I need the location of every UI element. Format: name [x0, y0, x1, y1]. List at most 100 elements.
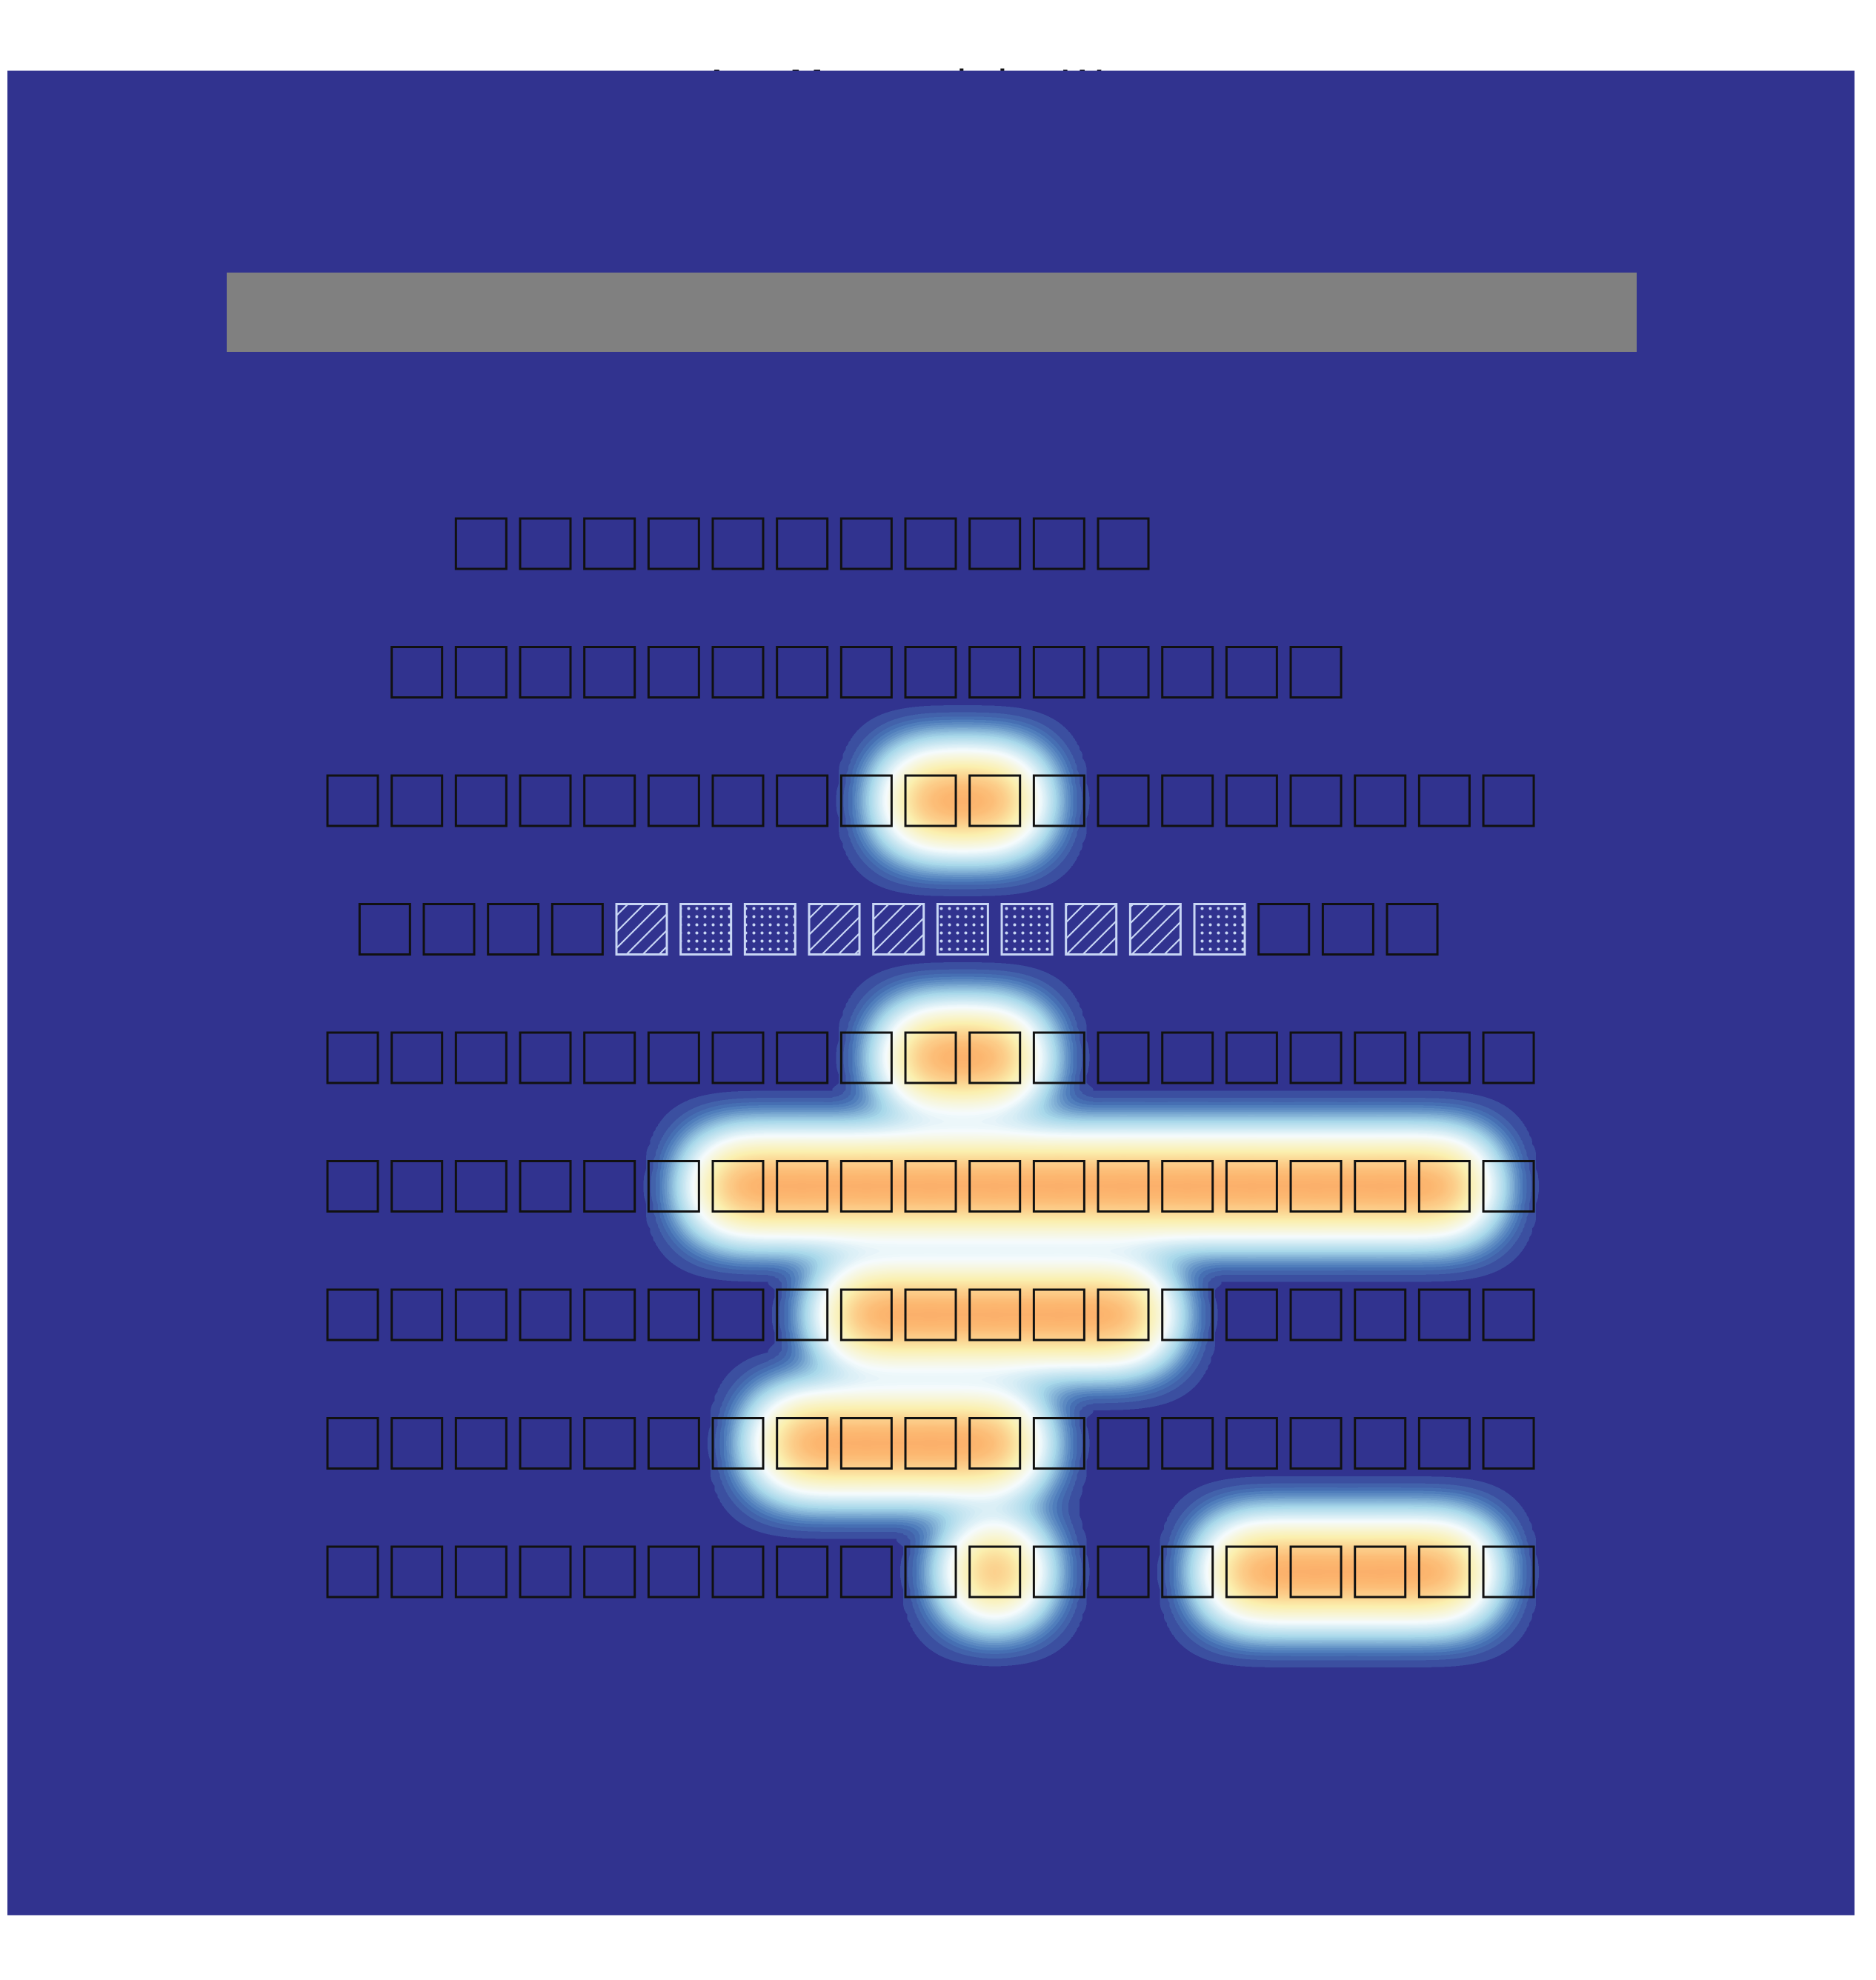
seat: [1417, 1417, 1471, 1470]
seat: [1289, 646, 1343, 699]
seat: [1225, 646, 1278, 699]
seat-hatched: [1065, 903, 1118, 956]
seat-occupied: [1161, 1160, 1214, 1213]
seat: [583, 646, 636, 699]
seat: [1161, 1031, 1214, 1084]
seat: [1097, 646, 1150, 699]
seat: [1354, 1288, 1407, 1341]
seat: [1032, 517, 1085, 570]
seat: [358, 903, 411, 956]
seat: [776, 646, 829, 699]
heat-blob: [1029, 1285, 1089, 1344]
heat-blob: [1222, 1542, 1282, 1601]
seat-occupied: [839, 1417, 893, 1470]
heat-blob: [836, 1156, 897, 1216]
seat: [454, 774, 508, 827]
seat: [390, 1031, 444, 1084]
seat: [839, 1545, 893, 1599]
seat: [711, 1417, 765, 1470]
seat: [1032, 1545, 1085, 1599]
seat: [390, 1160, 444, 1213]
seat: [583, 1417, 636, 1470]
seat: [839, 774, 893, 827]
seat-hatched: [1128, 903, 1182, 956]
seat: [647, 774, 700, 827]
seat-occupied: [904, 1031, 957, 1084]
seat: [647, 1545, 700, 1599]
heat-blob: [901, 1413, 961, 1473]
seat-occupied: [904, 774, 957, 827]
seat-occupied: [1289, 1160, 1343, 1213]
seat: [1354, 1417, 1407, 1470]
seat-occupied: [904, 1160, 957, 1213]
seat: [1161, 1417, 1214, 1470]
seat-occupied: [1097, 1160, 1150, 1213]
heat-blob: [1157, 1156, 1217, 1216]
seat: [326, 1545, 379, 1599]
seat-hatched: [872, 903, 925, 956]
seat: [519, 1288, 572, 1341]
seat: [1032, 646, 1085, 699]
seat: [1225, 1031, 1278, 1084]
seat: [711, 1288, 765, 1341]
seats-layer: [326, 517, 1535, 1599]
seat: [839, 646, 893, 699]
heat-blob: [1029, 1156, 1089, 1216]
seat: [1032, 774, 1085, 827]
heat-blob: [965, 1285, 1025, 1344]
seat: [647, 1288, 700, 1341]
heat-blob: [836, 1285, 897, 1344]
seat: [1386, 903, 1439, 956]
seat: [583, 1545, 636, 1599]
seat: [1482, 1288, 1535, 1341]
heat-blob: [965, 1413, 1025, 1473]
seat: [583, 1160, 636, 1213]
seat: [904, 1545, 957, 1599]
seat-occupied: [1097, 1288, 1150, 1341]
seat: [1097, 1031, 1150, 1084]
seat: [1321, 903, 1374, 956]
seat: [1257, 903, 1311, 956]
seat: [968, 646, 1022, 699]
seat: [583, 517, 636, 570]
seat: [776, 1288, 829, 1341]
seat-hatched: [615, 903, 668, 956]
seat-dotted: [1193, 903, 1246, 956]
seat-hatched: [808, 903, 861, 956]
seat: [647, 1160, 700, 1213]
seat: [519, 774, 572, 827]
heat-blob: [965, 1542, 1025, 1601]
seat-occupied: [968, 774, 1022, 827]
seat: [1225, 1288, 1278, 1341]
seat-occupied: [839, 1160, 893, 1213]
seat-occupied: [904, 1417, 957, 1470]
heat-blob: [772, 1156, 832, 1216]
seat-occupied: [776, 1417, 829, 1470]
seat: [454, 1288, 508, 1341]
heat-blob: [1414, 1542, 1474, 1601]
seat: [1482, 1031, 1535, 1084]
seat: [711, 1545, 765, 1599]
seat: [647, 517, 700, 570]
seat: [1097, 517, 1150, 570]
seat: [1032, 1417, 1085, 1470]
seat: [454, 646, 508, 699]
chart-title: Ant-Man and the Wasp AMC Tustin 14 @ The…: [0, 62, 1876, 209]
seat: [583, 774, 636, 827]
seat: [519, 1545, 572, 1599]
heat-blob: [1350, 1156, 1410, 1216]
seat-occupied: [904, 1288, 957, 1341]
title-theater: AMC Tustin 14 @ The District: [637, 111, 1239, 159]
heat-blob: [708, 1156, 768, 1216]
seat-occupied: [1225, 1545, 1278, 1599]
seat: [326, 1160, 379, 1213]
seat-occupied: [1289, 1545, 1343, 1599]
seat-occupied: [776, 1160, 829, 1213]
heat-blob: [901, 1156, 961, 1216]
seat: [1482, 1417, 1535, 1470]
seat: [1097, 774, 1150, 827]
seat-occupied: [968, 1160, 1022, 1213]
seat: [839, 517, 893, 570]
seat-occupied: [1417, 1545, 1471, 1599]
